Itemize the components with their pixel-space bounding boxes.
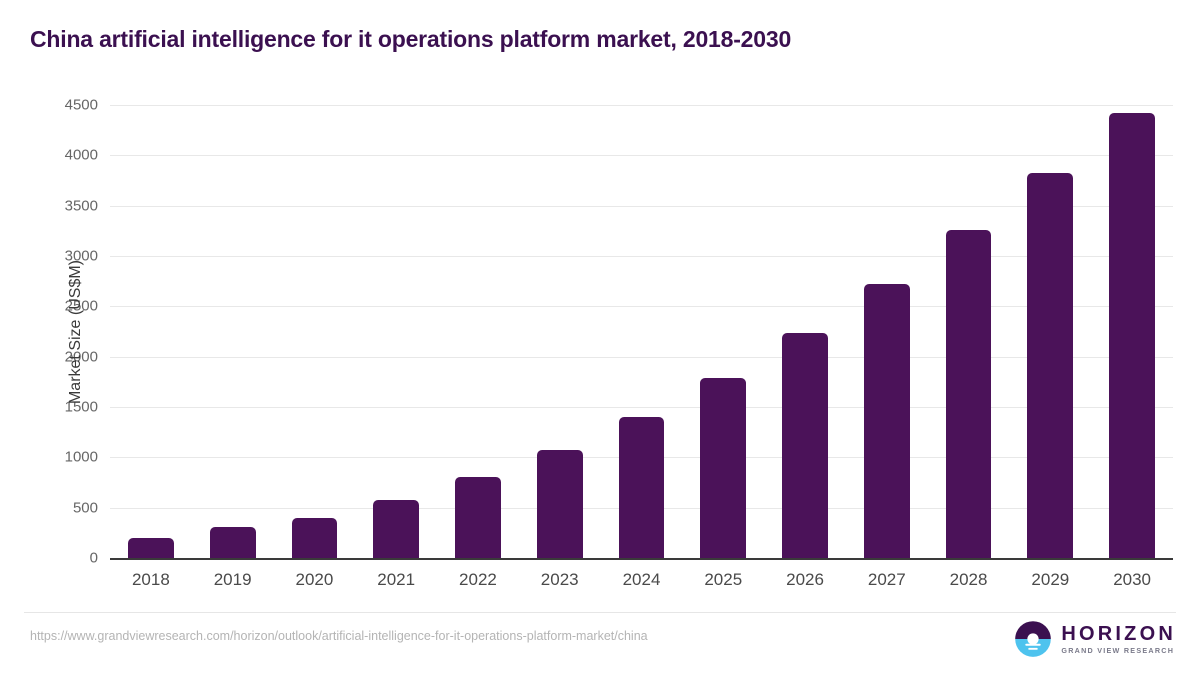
bar[interactable] (945, 229, 992, 558)
bar[interactable] (1109, 113, 1155, 558)
y-axis-tick-label: 1000 (64, 448, 98, 466)
bar-group[interactable] (1109, 105, 1155, 558)
y-axis-title: Market Size (US$M) (67, 259, 85, 404)
bar-group[interactable] (209, 105, 256, 558)
y-axis-tick-label: 2500 (64, 297, 98, 315)
bar[interactable] (373, 500, 420, 558)
bar-group[interactable] (127, 105, 174, 558)
gridline (110, 356, 1173, 358)
gridline (110, 407, 1173, 408)
gridline (110, 306, 1173, 308)
footer-divider (24, 612, 1176, 613)
gridline (110, 155, 1173, 157)
bar[interactable] (209, 526, 256, 558)
y-axis-tick-label: 4000 (64, 146, 98, 164)
x-axis-tick-label: 2026 (786, 570, 824, 589)
page-title: China artificial intelligence for it ope… (30, 26, 792, 52)
x-axis-tick-label: 2023 (540, 570, 579, 589)
bar[interactable] (782, 332, 828, 558)
gridline (110, 256, 1173, 257)
x-axis-tick-label: 2030 (1113, 570, 1152, 589)
bar[interactable] (1027, 172, 1074, 558)
bar[interactable] (700, 377, 747, 558)
x-axis-line (110, 558, 1173, 560)
bar[interactable] (618, 416, 665, 558)
bar-group[interactable] (782, 105, 828, 558)
bar-group[interactable] (700, 105, 747, 558)
y-axis-tick-label: 0 (89, 549, 98, 567)
y-axis-tick-label: 2000 (64, 348, 98, 366)
x-axis-tick-label: 2025 (704, 570, 743, 589)
x-axis-tick-label: 2024 (622, 570, 661, 589)
gridline (110, 205, 1173, 207)
x-axis-tick-label: 2029 (1031, 570, 1070, 589)
bar-group[interactable] (618, 105, 665, 558)
bar-group[interactable] (863, 105, 910, 558)
bar[interactable] (536, 450, 583, 558)
bar-group[interactable] (536, 105, 583, 558)
bar[interactable] (127, 537, 174, 558)
x-axis-tick-label: 2022 (459, 570, 497, 589)
gridline (110, 105, 1173, 106)
y-axis-tick-label: 500 (72, 499, 98, 517)
bar-group[interactable] (1027, 105, 1074, 558)
x-axis-tick-label: 2020 (295, 570, 334, 589)
y-axis-tick-label: 3000 (64, 247, 98, 265)
logo-wordmark: HORIZON (1061, 622, 1176, 645)
y-axis-tick-label: 3500 (64, 197, 98, 215)
bar[interactable] (455, 476, 501, 558)
horizon-logo: HORIZON GRAND VIEW RESEARCH (1014, 620, 1176, 658)
x-axis-tick-label: 2018 (131, 570, 170, 589)
plot-area: 0 500 1000 1500 2000 2500 3000 3500 4000 4500 Mar… (65, 97, 1173, 567)
bar[interactable] (291, 518, 338, 558)
y-axis-tick-label: 1500 (64, 398, 98, 416)
x-axis-tick-label: 2027 (867, 570, 906, 589)
y-axis-tick-label: 4500 (64, 96, 98, 114)
x-axis-tick-label: 2021 (377, 570, 416, 589)
bar-group[interactable] (455, 105, 501, 558)
x-axis-tick-label: 2028 (949, 570, 988, 589)
bar-group[interactable] (373, 105, 420, 558)
logo-tagline: GRAND VIEW RESEARCH (1061, 645, 1175, 655)
bar-group[interactable] (945, 105, 992, 558)
source-url[interactable]: https://www.grandviewresearch.com/horizo… (30, 629, 648, 643)
horizon-logo-icon (1015, 621, 1052, 657)
x-axis-tick-label: 2019 (213, 570, 252, 589)
bar[interactable] (863, 284, 910, 558)
logo-text-block: HORIZON GRAND VIEW RESEARCH (1061, 624, 1176, 654)
bar-group[interactable] (291, 105, 338, 558)
